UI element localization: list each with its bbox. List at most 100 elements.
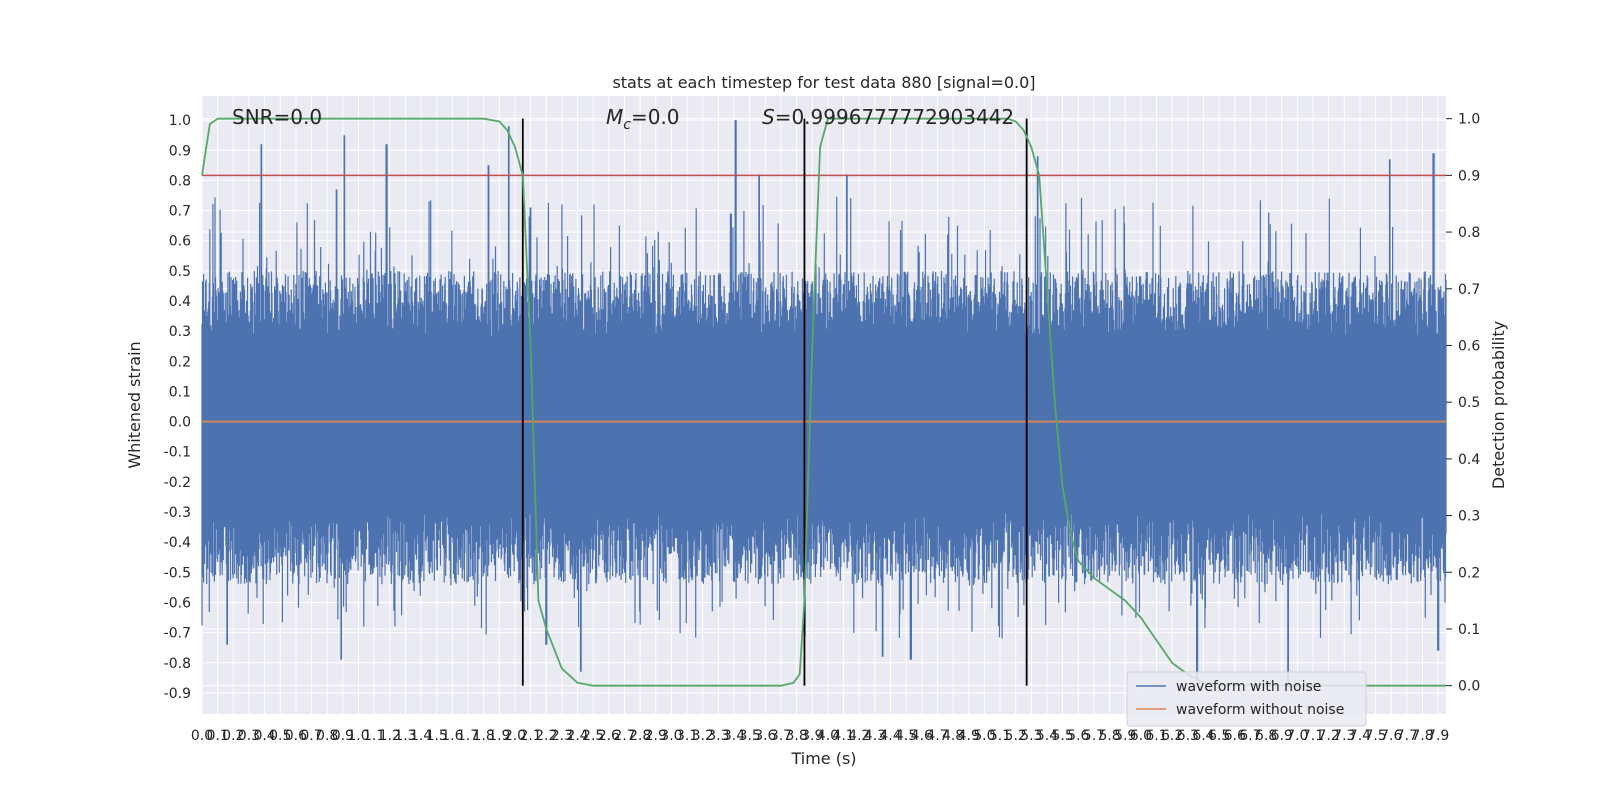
y2-tick-label: 0.6 <box>1458 338 1480 354</box>
x-tick-label: 3.4 <box>723 728 745 744</box>
chart-title: stats at each timestep for test data 880… <box>612 73 1035 92</box>
x-tick-label: 4.7 <box>926 728 948 744</box>
noise-waveform-trace <box>201 120 1447 687</box>
y-tick-label: 0.9 <box>169 143 191 159</box>
legend-label-noise: waveform with noise <box>1176 679 1321 695</box>
x-tick-label: 6.3 <box>1177 728 1199 744</box>
x-tick-label: 4.9 <box>958 728 980 744</box>
x-tick-label: 0.2 <box>222 728 244 744</box>
x-tick-label: 6.2 <box>1161 728 1183 744</box>
x-tick-label: 6.8 <box>1255 728 1277 744</box>
x-tick-label: 5.2 <box>1005 728 1027 744</box>
x-tick-label: 7.2 <box>1318 728 1340 744</box>
x-tick-label: 7.1 <box>1302 728 1324 744</box>
y2-tick-label: 0.8 <box>1458 225 1480 241</box>
x-tick-label: 1.3 <box>394 728 416 744</box>
y2-tick-label: 0.1 <box>1458 622 1480 638</box>
x-tick-label: 4.5 <box>895 728 917 744</box>
x-axis-ticks: 0.00.10.20.30.40.50.60.70.80.91.01.11.21… <box>191 728 1449 744</box>
x-tick-label: 5.7 <box>1083 728 1105 744</box>
x-tick-label: 3.7 <box>770 728 792 744</box>
y-tick-label: -0.6 <box>164 595 191 611</box>
y2-tick-label: 0.4 <box>1458 452 1480 468</box>
y-tick-label: -0.8 <box>164 656 191 672</box>
score-symbol: S <box>762 105 775 129</box>
x-tick-label: 5.8 <box>1098 728 1120 744</box>
y2-tick-label: 0.5 <box>1458 395 1480 411</box>
y2-tick-label: 0.3 <box>1458 509 1480 525</box>
y-tick-label: 0.3 <box>169 324 191 340</box>
chart-lines <box>201 117 1446 687</box>
x-tick-label: 7.3 <box>1333 728 1355 744</box>
x-tick-label: 7.9 <box>1427 728 1449 744</box>
x-tick-label: 3.3 <box>707 728 729 744</box>
y-tick-label: -0.2 <box>164 475 191 491</box>
x-tick-label: 1.7 <box>457 728 479 744</box>
x-tick-label: 6.4 <box>1192 728 1214 744</box>
x-tick-label: 5.5 <box>1051 728 1073 744</box>
x-tick-label: 2.1 <box>519 728 541 744</box>
chirp-mass-subscript: c <box>623 117 631 133</box>
x-tick-label: 3.0 <box>660 728 682 744</box>
y-tick-label: 0.6 <box>169 234 191 250</box>
x-tick-label: 6.0 <box>1130 728 1152 744</box>
detection-probability-line <box>201 117 1446 687</box>
y-tick-label: 0.2 <box>169 354 191 370</box>
x-tick-label: 1.2 <box>379 728 401 744</box>
x-tick-label: 0.3 <box>238 728 260 744</box>
x-tick-label: 5.6 <box>1067 728 1089 744</box>
x-tick-label: 0.6 <box>285 728 307 744</box>
chirp-mass-annotation: Mc=0.0 <box>606 105 680 133</box>
x-tick-label: 0.5 <box>269 728 291 744</box>
y-tick-label: 0.4 <box>169 294 191 310</box>
score-value: =0.9996777772903442 <box>775 105 1014 129</box>
x-tick-label: 2.3 <box>551 728 573 744</box>
x-tick-label: 0.1 <box>207 728 229 744</box>
x-tick-label: 7.5 <box>1364 728 1386 744</box>
x-tick-label: 3.9 <box>801 728 823 744</box>
x-tick-label: 4.8 <box>942 728 964 744</box>
x-tick-label: 1.6 <box>441 728 463 744</box>
chirp-mass-symbol: M <box>606 105 623 129</box>
x-tick-label: 2.5 <box>582 728 604 744</box>
score-annotation: S=0.9996777772903442 <box>762 105 1014 129</box>
x-tick-label: 7.4 <box>1349 728 1371 744</box>
x-tick-label: 6.9 <box>1271 728 1293 744</box>
y-axis-label: Whitened strain <box>125 341 144 468</box>
legend-label-clean: waveform without noise <box>1176 702 1344 718</box>
x-tick-label: 2.9 <box>645 728 667 744</box>
y-tick-label: 0.0 <box>169 415 191 431</box>
y-tick-label: -0.1 <box>164 445 191 461</box>
x-tick-label: 2.7 <box>613 728 635 744</box>
x-tick-label: 5.3 <box>1020 728 1042 744</box>
y2-tick-label: 0.7 <box>1458 282 1480 298</box>
x-tick-label: 7.0 <box>1286 728 1308 744</box>
x-tick-label: 4.4 <box>879 728 901 744</box>
y2-tick-label: 0.9 <box>1458 168 1480 184</box>
x-tick-label: 2.0 <box>504 728 526 744</box>
x-tick-label: 0.0 <box>191 728 213 744</box>
x-tick-label: 0.9 <box>332 728 354 744</box>
x-tick-label: 1.8 <box>473 728 495 744</box>
x-tick-label: 2.8 <box>629 728 651 744</box>
x-tick-label: 0.8 <box>316 728 338 744</box>
x-tick-label: 2.2 <box>535 728 557 744</box>
x-tick-label: 4.6 <box>911 728 933 744</box>
x-tick-label: 4.1 <box>832 728 854 744</box>
y-tick-label: 0.7 <box>169 204 191 220</box>
x-tick-label: 0.7 <box>300 728 322 744</box>
y2-tick-label: 0.2 <box>1458 565 1480 581</box>
x-tick-label: 1.4 <box>410 728 432 744</box>
x-tick-label: 3.8 <box>785 728 807 744</box>
x-tick-label: 3.2 <box>692 728 714 744</box>
y-tick-label: 0.5 <box>169 264 191 280</box>
y-tick-label: 1.0 <box>169 113 191 129</box>
x-tick-label: 3.6 <box>754 728 776 744</box>
y2-tick-label: 0.0 <box>1458 679 1480 695</box>
y-tick-label: -0.9 <box>164 686 191 702</box>
x-tick-label: 7.8 <box>1411 728 1433 744</box>
legend-box <box>1126 671 1367 727</box>
x-tick-label: 7.7 <box>1396 728 1418 744</box>
y-axis-ticks: 1.0 0.9 0.8 0.7 0.6 0.5 0.4 0.3 0.2 0.1 0.0 -0.1 -0.… <box>164 113 191 702</box>
